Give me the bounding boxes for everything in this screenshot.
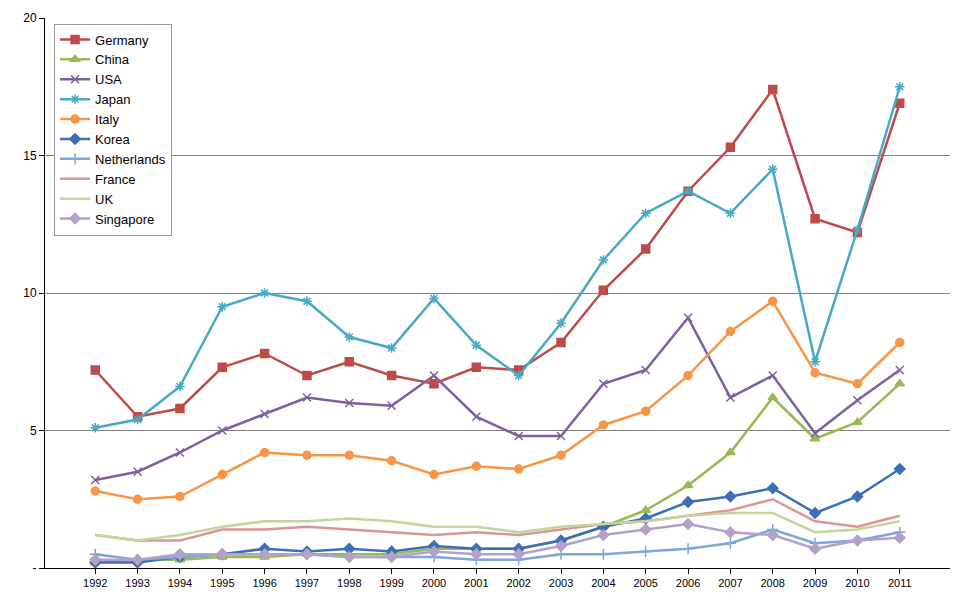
svg-text:-: - (33, 561, 37, 575)
svg-text:15: 15 (23, 149, 37, 163)
svg-text:2001: 2001 (464, 577, 488, 589)
svg-text:2006: 2006 (676, 577, 700, 589)
svg-text:Netherlands: Netherlands (95, 152, 166, 167)
svg-text:10: 10 (23, 286, 37, 300)
svg-text:France: France (95, 172, 135, 187)
svg-text:1994: 1994 (168, 577, 192, 589)
svg-text:USA: USA (95, 72, 122, 87)
svg-text:1995: 1995 (210, 577, 234, 589)
svg-text:2011: 2011 (888, 577, 912, 589)
svg-text:Singapore: Singapore (95, 212, 154, 227)
svg-text:2003: 2003 (549, 577, 573, 589)
svg-text:2007: 2007 (718, 577, 742, 589)
svg-text:1996: 1996 (252, 577, 276, 589)
svg-text:2000: 2000 (422, 577, 446, 589)
svg-text:1999: 1999 (379, 577, 403, 589)
svg-text:Korea: Korea (95, 132, 130, 147)
svg-text:1993: 1993 (125, 577, 149, 589)
svg-text:Germany: Germany (95, 33, 149, 48)
svg-text:UK: UK (95, 192, 113, 207)
svg-text:1997: 1997 (295, 577, 319, 589)
svg-text:Italy: Italy (95, 112, 119, 127)
svg-text:1998: 1998 (337, 577, 361, 589)
svg-text:2008: 2008 (760, 577, 784, 589)
svg-text:2005: 2005 (633, 577, 657, 589)
svg-text:Japan: Japan (95, 92, 130, 107)
svg-text:2002: 2002 (506, 577, 530, 589)
svg-text:5: 5 (30, 424, 37, 438)
svg-text:2010: 2010 (845, 577, 869, 589)
svg-text:2004: 2004 (591, 577, 615, 589)
svg-text:2009: 2009 (803, 577, 827, 589)
svg-text:1992: 1992 (83, 577, 107, 589)
svg-text:China: China (95, 52, 130, 67)
svg-text:20: 20 (23, 11, 37, 25)
